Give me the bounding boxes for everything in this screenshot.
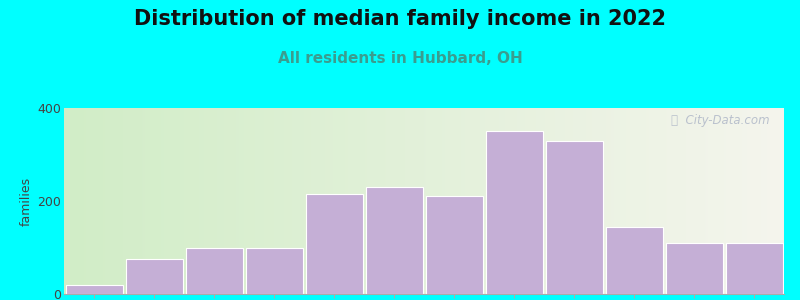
Bar <box>246 248 302 294</box>
Bar <box>726 243 782 294</box>
Bar <box>66 285 122 294</box>
Text: All residents in Hubbard, OH: All residents in Hubbard, OH <box>278 51 522 66</box>
Bar <box>486 131 542 294</box>
Bar <box>186 248 242 294</box>
Bar <box>606 226 662 294</box>
Text: ⓘ  City-Data.com: ⓘ City-Data.com <box>671 114 770 127</box>
Bar <box>126 259 182 294</box>
Text: Distribution of median family income in 2022: Distribution of median family income in … <box>134 9 666 29</box>
Bar <box>426 196 482 294</box>
Bar <box>546 140 602 294</box>
Bar <box>666 243 722 294</box>
Bar <box>366 187 422 294</box>
Bar <box>306 194 362 294</box>
Y-axis label: families: families <box>20 176 33 226</box>
